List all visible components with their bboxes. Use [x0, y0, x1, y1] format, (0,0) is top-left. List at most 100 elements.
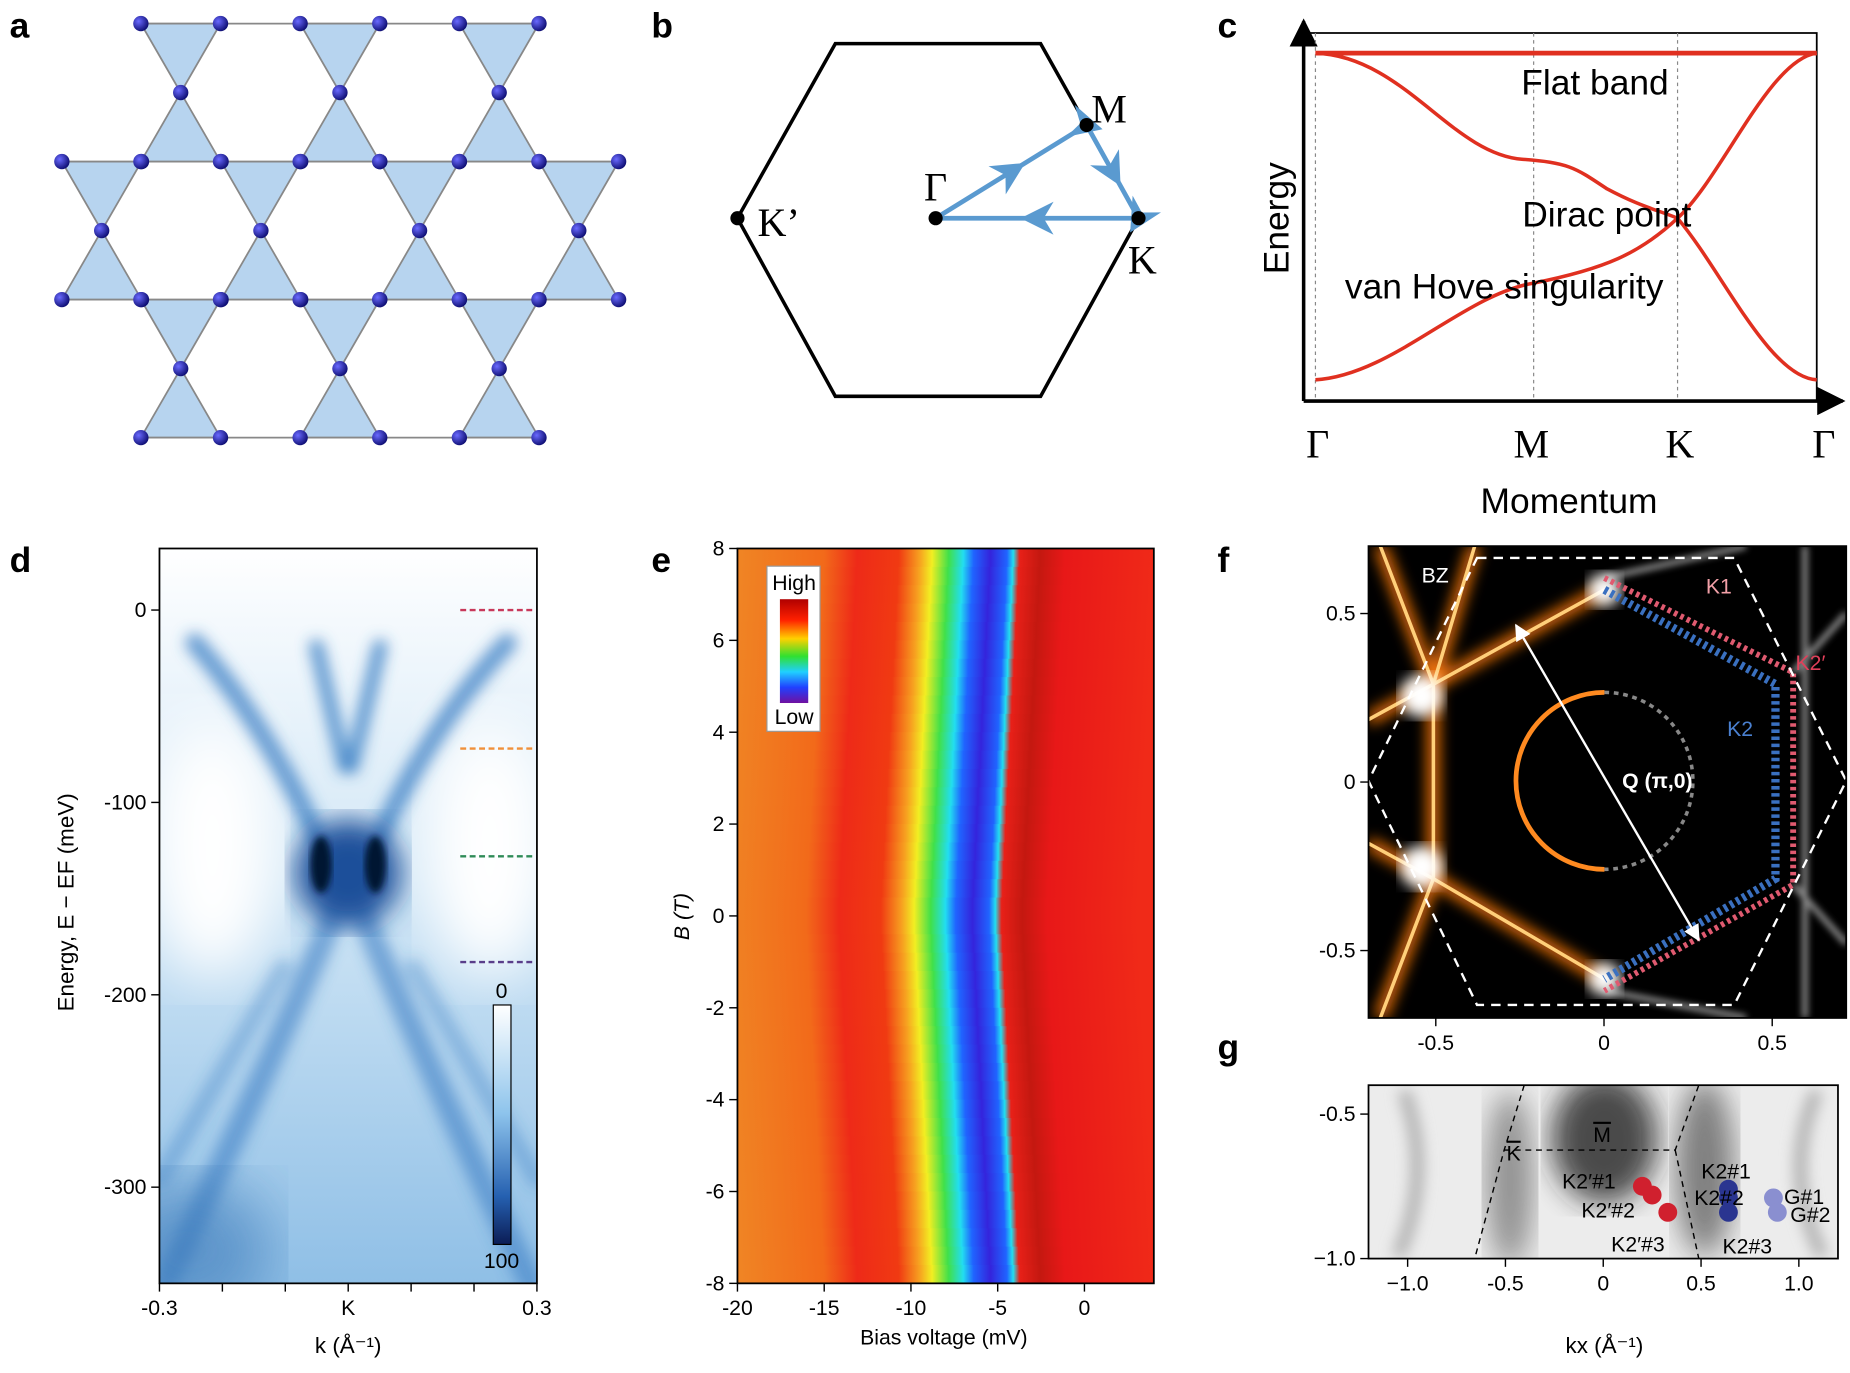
map-strip	[737, 1154, 1154, 1174]
map-strip	[737, 1118, 1154, 1138]
x-tick-label: M	[1513, 422, 1549, 467]
point-label: Γ	[924, 165, 947, 210]
point-label: K2#1	[1701, 1161, 1751, 1184]
map-strip	[737, 915, 1154, 936]
symmetry-label: K	[1507, 1143, 1521, 1166]
fermi-surface: BZ K1 K2′ K2 Q (π,0)	[1368, 546, 1847, 1018]
bz-boundary	[1473, 1085, 1700, 1259]
ticks: -0.3 K 0.30-100-200-300-20 -15 -10 -5 0-8-6-4-…	[104, 538, 1814, 1321]
point	[1079, 117, 1094, 133]
intensity	[364, 836, 386, 893]
band	[344, 639, 388, 774]
map-strip	[737, 1026, 1154, 1046]
map-strip	[737, 824, 1154, 844]
y-tick-label: 2	[713, 813, 725, 836]
map-strip	[737, 860, 1154, 880]
atom	[571, 222, 587, 239]
intensity	[1392, 1088, 1828, 1259]
band	[309, 639, 352, 774]
point-label: K2′#2	[1581, 1199, 1635, 1222]
x-tick-label: 0.5	[1757, 1032, 1787, 1055]
panel-label: c	[1218, 7, 1238, 46]
atom	[531, 429, 547, 446]
y-tick-label: -6	[706, 1181, 725, 1204]
triangle	[378, 160, 461, 233]
x-tick-label: 1.0	[1784, 1272, 1814, 1295]
triangle	[139, 22, 223, 95]
band	[159, 958, 292, 1188]
atom	[213, 153, 229, 170]
x-tick-label: -5	[988, 1297, 1007, 1320]
annotation: Q (π,0)	[1622, 770, 1692, 793]
triangle	[457, 298, 541, 371]
triangle	[60, 160, 144, 233]
atom	[212, 15, 229, 32]
y-tick-label: 0	[1344, 771, 1356, 794]
point-label: K	[1128, 238, 1157, 283]
map-strip	[737, 1173, 1154, 1193]
x-tick-label: -0.3	[141, 1297, 178, 1320]
triangle	[537, 160, 621, 233]
panel-label: b	[651, 7, 673, 46]
panel-label: d	[10, 541, 32, 580]
triangle	[378, 228, 461, 301]
map-strip	[737, 934, 1154, 954]
map-strip	[737, 1209, 1154, 1229]
triangle	[298, 22, 382, 95]
intensity	[159, 719, 278, 979]
bands	[159, 633, 537, 1284]
map-strip	[737, 897, 1154, 917]
map-strip	[737, 603, 1154, 623]
map-strip	[737, 952, 1154, 972]
map-strip	[737, 1228, 1154, 1248]
map-strip	[737, 787, 1154, 807]
map-strip	[737, 1136, 1154, 1156]
point-label: G#1	[1784, 1186, 1824, 1209]
colorbar-label: 100	[484, 1250, 519, 1273]
atom	[372, 291, 388, 308]
triangle	[298, 298, 382, 371]
points: K2′#1 K2′#2 K2′#3 K2#1 K2#2 K2#3 G#1G#2	[1562, 1161, 1830, 1259]
intensity	[1551, 1085, 1658, 1204]
x-axis-label: Momentum	[1481, 482, 1658, 521]
kagome-lattice	[54, 15, 627, 446]
triangle	[139, 90, 223, 163]
atom	[292, 291, 308, 308]
atom	[610, 291, 627, 308]
atom	[531, 291, 547, 308]
atom	[531, 153, 547, 170]
y-tick-label: 6	[713, 629, 725, 652]
x-axis-label: kx (Å⁻¹)	[1566, 1333, 1644, 1358]
atom	[212, 429, 229, 446]
symmetry-label: M	[1593, 1124, 1611, 1147]
arpes-image	[159, 548, 537, 1284]
map-strip	[737, 842, 1154, 862]
point	[1718, 1188, 1738, 1208]
x-tick-label: -10	[896, 1297, 927, 1320]
triangle	[298, 366, 382, 439]
map-strip	[737, 732, 1154, 752]
atom	[292, 15, 308, 32]
map-strip	[737, 768, 1154, 789]
x-tick-label: 0	[1598, 1032, 1610, 1055]
band	[404, 958, 537, 1188]
map-strip	[737, 1099, 1154, 1119]
upper-band	[1315, 51, 1818, 221]
point-label: K’	[758, 200, 800, 245]
map-strip	[737, 677, 1154, 697]
atom	[451, 291, 468, 308]
band	[358, 633, 517, 871]
panel-label: e	[651, 541, 671, 580]
y-tick-label: -200	[104, 984, 146, 1007]
y-tick-label: 0	[713, 905, 725, 928]
y-tick-label: 0.5	[1326, 603, 1356, 626]
annotation: K1	[1706, 575, 1732, 598]
atom	[173, 84, 189, 101]
band	[185, 633, 338, 871]
map-strip	[737, 989, 1154, 1009]
annotation: van Hove singularity	[1345, 267, 1664, 306]
y-tick-label: 8	[713, 538, 725, 561]
point	[1642, 1185, 1662, 1205]
x-tick-label: K	[1665, 422, 1694, 467]
y-axis-label: Energy, E − EF (meV)	[53, 793, 78, 1011]
